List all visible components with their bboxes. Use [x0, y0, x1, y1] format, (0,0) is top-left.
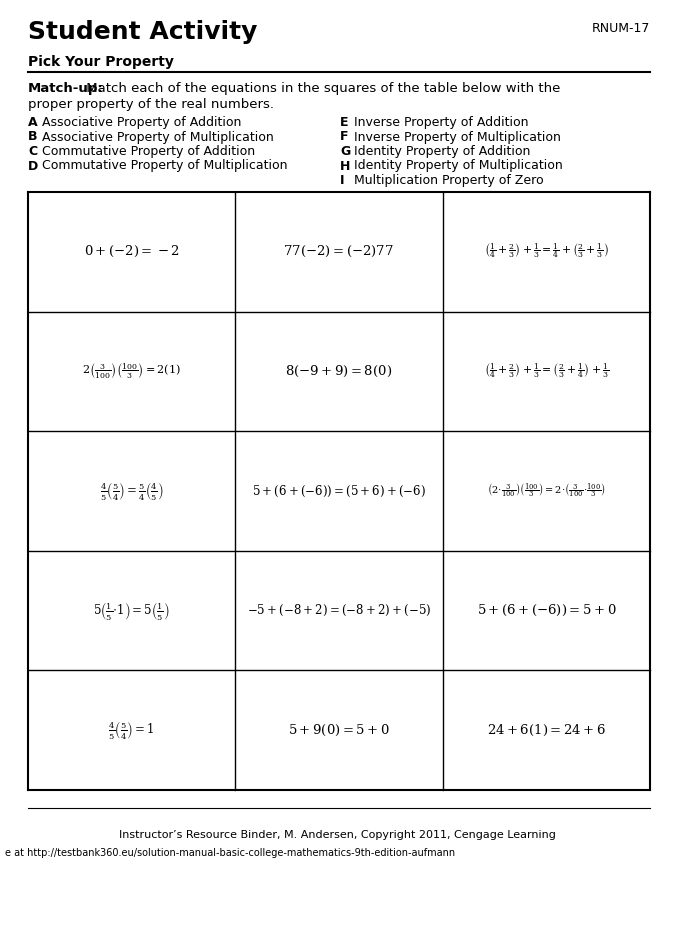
Text: $\left(\frac{1}{4}+\frac{2}{3}\right)+\frac{1}{3}=\frac{1}{4}+\left(\frac{2}{3}+: $\left(\frac{1}{4}+\frac{2}{3}\right)+\f…: [484, 242, 609, 262]
Text: $5\left(\frac{1}{5}{\cdot}1\right)=5\left(\frac{1}{5}\right)$: $5\left(\frac{1}{5}{\cdot}1\right)=5\lef…: [93, 600, 170, 622]
Text: $5+9(0)=5+0$: $5+9(0)=5+0$: [288, 723, 390, 738]
Text: A: A: [28, 116, 38, 129]
Text: Associative Property of Multiplication: Associative Property of Multiplication: [38, 131, 274, 144]
Text: Match each of the equations in the squares of the table below with the: Match each of the equations in the squar…: [82, 82, 560, 95]
Text: $\frac{4}{5}\left(\frac{5}{4}\right)=\frac{5}{4}\left(\frac{4}{5}\right)$: $\frac{4}{5}\left(\frac{5}{4}\right)=\fr…: [100, 480, 163, 502]
Text: Multiplication Property of Zero: Multiplication Property of Zero: [350, 174, 543, 187]
Text: Commutative Property of Addition: Commutative Property of Addition: [38, 145, 255, 158]
Text: Inverse Property of Addition: Inverse Property of Addition: [350, 116, 529, 129]
Text: B: B: [28, 131, 38, 144]
Text: $\frac{4}{5}\left(\frac{5}{4}\right)=1$: $\frac{4}{5}\left(\frac{5}{4}\right)=1$: [109, 719, 155, 742]
Text: $5+(6+(-6))=5+0$: $5+(6+(-6))=5+0$: [477, 603, 616, 618]
Text: e at http://testbank360.eu/solution-manual-basic-college-mathematics-9th-edition: e at http://testbank360.eu/solution-manu…: [5, 848, 455, 858]
Text: $\left(\frac{1}{4}+\frac{2}{3}\right)+\frac{1}{3}=\left(\frac{2}{3}+\frac{1}{4}\: $\left(\frac{1}{4}+\frac{2}{3}\right)+\f…: [484, 361, 609, 381]
Text: Match-up:: Match-up:: [28, 82, 104, 95]
Text: Commutative Property of Multiplication: Commutative Property of Multiplication: [38, 160, 288, 173]
Text: $5+(6+(-6))=(5+6)+(-6)$: $5+(6+(-6))=(5+6)+(-6)$: [252, 484, 426, 499]
Text: proper property of the real numbers.: proper property of the real numbers.: [28, 98, 274, 111]
Text: $\left(2{\cdot}\frac{3}{100}\right)\left(\frac{100}{3}\right)=2{\cdot}\left(\fra: $\left(2{\cdot}\frac{3}{100}\right)\left…: [487, 482, 605, 501]
Text: Instructor’s Resource Binder, M. Andersen, Copyright 2011, Cengage Learning: Instructor’s Resource Binder, M. Anderse…: [119, 830, 556, 840]
Text: E: E: [340, 116, 348, 129]
Text: $8(-9+9)=8(0)$: $8(-9+9)=8(0)$: [286, 364, 393, 379]
Text: $24+6(1)=24+6$: $24+6(1)=24+6$: [487, 723, 605, 738]
Text: Student Activity: Student Activity: [28, 20, 257, 44]
Text: I: I: [340, 174, 344, 187]
Text: Identity Property of Addition: Identity Property of Addition: [350, 145, 531, 158]
Text: C: C: [28, 145, 37, 158]
Text: Identity Property of Multiplication: Identity Property of Multiplication: [350, 160, 563, 173]
Text: Inverse Property of Multiplication: Inverse Property of Multiplication: [350, 131, 561, 144]
Text: $-5+(-8+2)=(-8+2)+(-5)$: $-5+(-8+2)=(-8+2)+(-5)$: [247, 603, 431, 618]
Text: RNUM-17: RNUM-17: [591, 22, 650, 35]
Text: $77(-2)=(-2)77$: $77(-2)=(-2)77$: [284, 245, 395, 260]
Text: Associative Property of Addition: Associative Property of Addition: [38, 116, 242, 129]
Text: $0+(-2)=-2$: $0+(-2)=-2$: [84, 245, 180, 260]
Text: G: G: [340, 145, 350, 158]
Text: $2\left(\frac{3}{100}\right)\left(\frac{100}{3}\right)=2(1)$: $2\left(\frac{3}{100}\right)\left(\frac{…: [82, 361, 181, 381]
Text: Pick Your Property: Pick Your Property: [28, 55, 174, 69]
Text: D: D: [28, 160, 38, 173]
Text: F: F: [340, 131, 348, 144]
Text: H: H: [340, 160, 350, 173]
